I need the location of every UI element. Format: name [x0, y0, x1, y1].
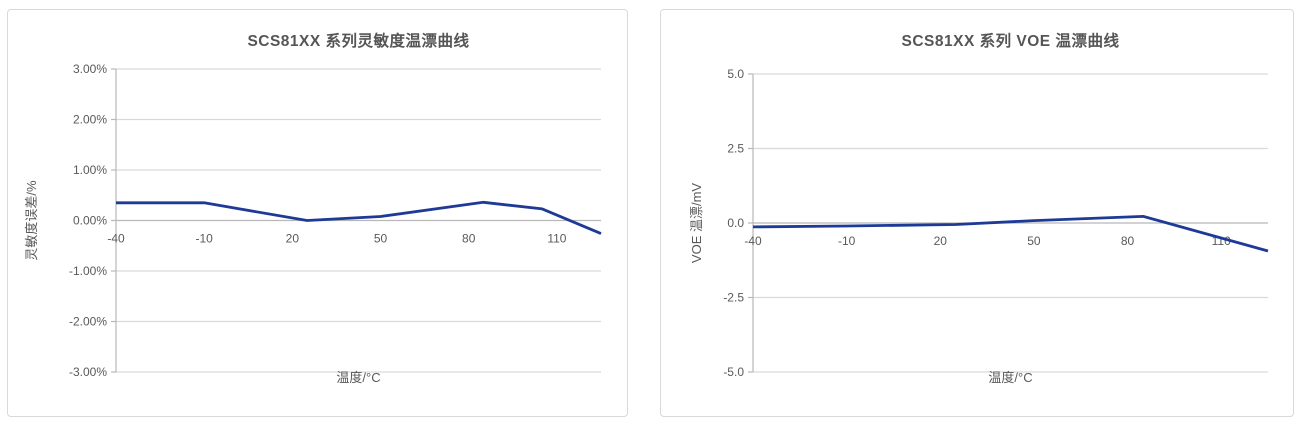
chart-title: SCS81XX 系列 VOE 温漂曲线 — [902, 31, 1120, 50]
y-tick-label: 0.0 — [727, 216, 744, 230]
x-tick-label: 50 — [374, 232, 388, 246]
x-tick-label: -10 — [196, 232, 214, 246]
x-tick-label: 80 — [462, 232, 476, 246]
chart-title: SCS81XX 系列灵敏度温漂曲线 — [247, 31, 469, 50]
series-line — [752, 214, 1269, 253]
sensitivity-chart-panel: 3.00% 2.00% 1.00% 0.00% -1.00% -2.00% -3.00% -4… — [7, 9, 628, 417]
y-tick-label: 5.0 — [727, 67, 744, 81]
y-axis-title: VOE 温漂/mV — [689, 183, 704, 264]
sensitivity-chart: 3.00% 2.00% 1.00% 0.00% -1.00% -2.00% -3.00% -4… — [24, 31, 602, 385]
series-line — [116, 200, 602, 235]
x-tick-label: 110 — [547, 232, 566, 246]
y-tick-label: -5.0 — [723, 365, 744, 379]
y-axis-title: 灵敏度误差/% — [24, 180, 39, 261]
x-tick-label: 20 — [286, 232, 300, 246]
y-tick-label: 0.00% — [73, 214, 107, 228]
y-tick-label: 1.00% — [73, 163, 107, 177]
voe-chart: 5.02.50.0-2.5-5.0-40 -10 20 50 80 110SCS81XX … — [689, 31, 1269, 385]
x-tick-label: 80 — [1121, 234, 1135, 248]
x-tick-label: -40 — [107, 232, 125, 246]
y-tick-label: 2.5 — [727, 142, 744, 156]
y-tick-label: -1.00% — [69, 264, 107, 278]
x-axis-title: 温度/°C — [988, 370, 1032, 385]
voe-chart-panel: 5.0 2.5 0.0 -2.5 -5.0 -40 -10 20 50 80 110 SCS81XX … — [660, 9, 1294, 417]
y-tick-label: -2.00% — [69, 315, 107, 329]
y-tick-label: 3.00% — [73, 62, 107, 76]
x-tick-label: -10 — [838, 234, 856, 248]
x-axis-title: 温度/°C — [336, 370, 380, 385]
y-tick-label: -2.5 — [723, 291, 744, 305]
y-tick-label: 2.00% — [73, 113, 107, 127]
x-tick-label: 20 — [934, 234, 948, 248]
x-tick-label: 50 — [1027, 234, 1041, 248]
y-tick-label: -3.00% — [69, 365, 107, 379]
x-tick-label: -40 — [744, 234, 762, 248]
